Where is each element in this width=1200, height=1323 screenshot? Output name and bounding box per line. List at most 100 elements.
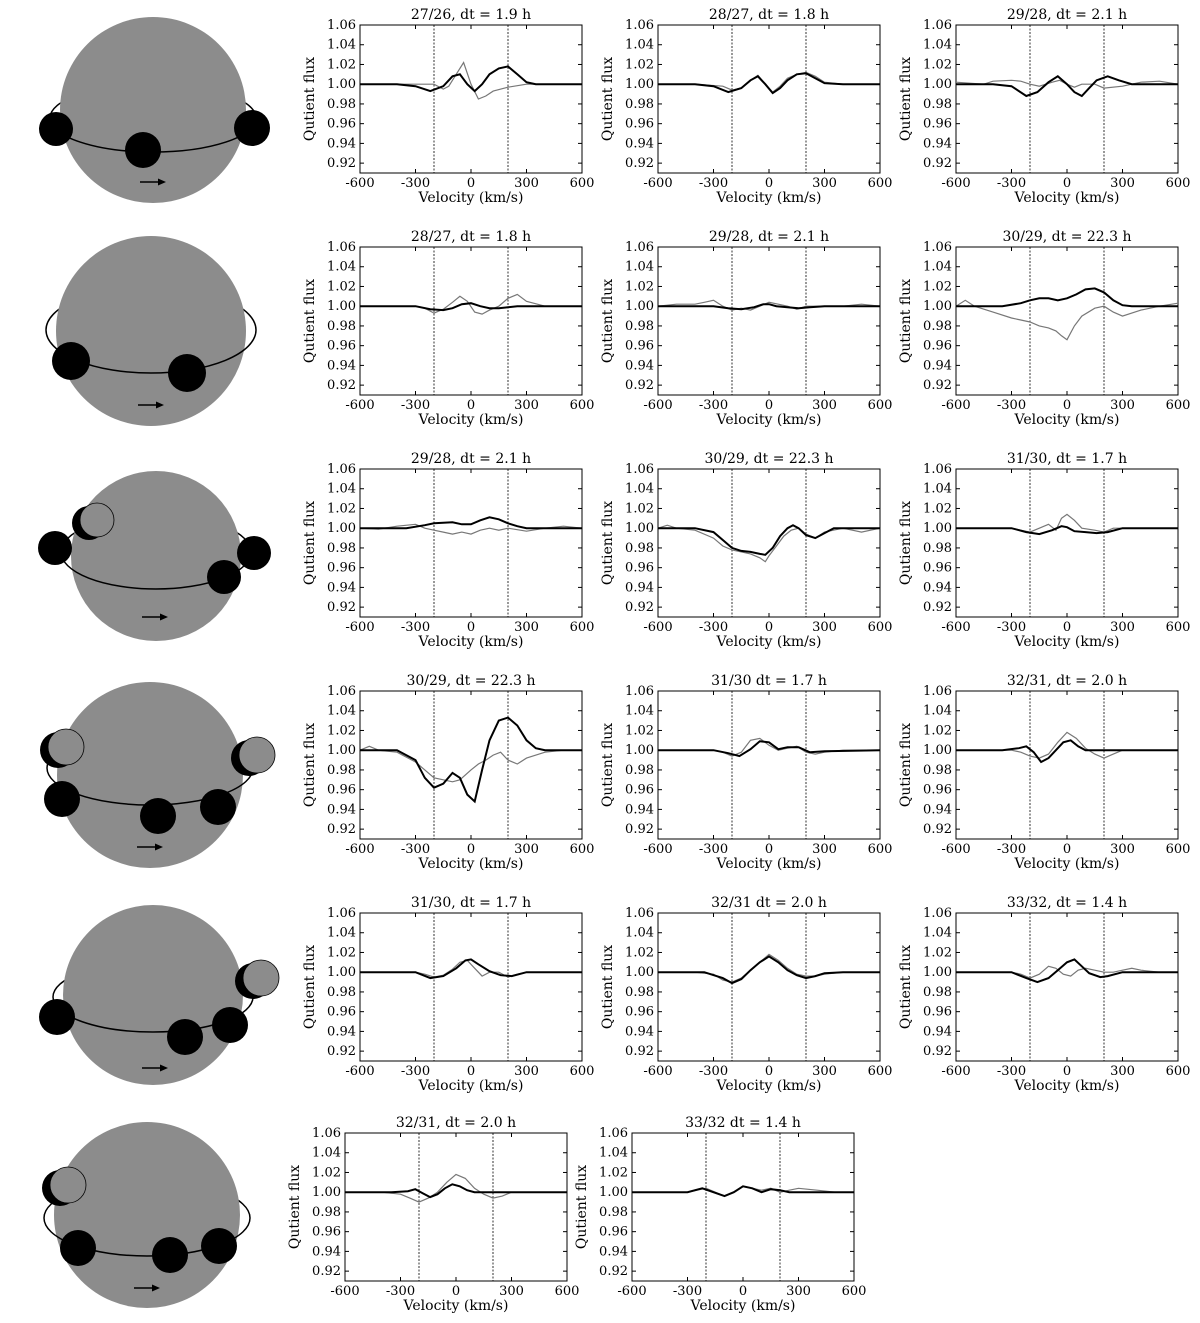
x-tick-label: 600 — [868, 842, 893, 857]
y-axis-label: Qutient flux — [898, 57, 914, 141]
y-tick-label: 1.04 — [327, 260, 356, 275]
y-tick-label: 0.98 — [923, 763, 952, 778]
y-tick-label: 0.96 — [327, 117, 356, 132]
observed-line — [359, 745, 582, 783]
y-tick-label: 0.98 — [327, 985, 356, 1000]
x-tick-label: 0 — [1063, 398, 1071, 413]
x-tick-label: 600 — [1166, 176, 1191, 191]
dark-spot — [44, 781, 80, 817]
plot-frame — [359, 912, 583, 1062]
x-tick-label: 600 — [570, 176, 595, 191]
y-tick-label: 0.92 — [327, 1044, 356, 1059]
y-tick-label: 0.98 — [327, 763, 356, 778]
x-axis-label: Velocity (km/s) — [716, 412, 822, 428]
y-axis-label: Qutient flux — [600, 501, 616, 585]
panel-title: 31/30 dt = 1.7 h — [711, 673, 827, 689]
x-tick-label: 300 — [514, 1064, 539, 1079]
plot-frame — [359, 24, 583, 174]
y-tick-label: 1.04 — [923, 482, 952, 497]
x-tick-label: -300 — [997, 398, 1026, 413]
y-tick-label: 0.96 — [327, 783, 356, 798]
y-axis-label: Qutient flux — [302, 279, 318, 363]
x-tick-label: 0 — [765, 398, 773, 413]
x-tick-label: 300 — [514, 176, 539, 191]
panel-4-2: 31/30 dt = 1.7 h -600 -300 0 300 600 1.06 1.04 1… — [600, 673, 892, 872]
panel-2-1: 28/27, dt = 1.8 h -600 -300 0 300 600 1.06 1.04… — [302, 229, 594, 428]
x-tick-label: -300 — [401, 620, 430, 635]
rotation-arrow-head — [155, 843, 163, 851]
y-tick-label: 1.02 — [923, 57, 952, 72]
x-tick-label: 0 — [467, 620, 475, 635]
panel-5-1: 31/30, dt = 1.7 h -600 -300 0 300 600 1.06 1.04… — [302, 895, 594, 1094]
x-tick-label: 300 — [812, 842, 837, 857]
y-tick-label: 0.92 — [625, 378, 654, 393]
y-tick-label: 1.04 — [327, 926, 356, 941]
plot-frame — [657, 246, 881, 396]
panel-4-3: 32/31, dt = 2.0 h -600 -300 0 300 600 1.06 1.04… — [898, 673, 1190, 872]
y-tick-label: 0.98 — [923, 985, 952, 1000]
y-tick-label: 1.06 — [312, 1126, 341, 1141]
observed-line — [360, 293, 582, 315]
y-tick-label: 0.96 — [599, 1225, 628, 1240]
x-axis-label: Velocity (km/s) — [716, 1078, 822, 1094]
x-tick-label: 300 — [812, 176, 837, 191]
y-tick-label: 1.00 — [327, 965, 356, 980]
y-tick-label: 1.06 — [599, 1126, 628, 1141]
plot-frame — [955, 690, 1179, 840]
observed-line — [956, 731, 1178, 759]
y-tick-label: 1.02 — [625, 501, 654, 516]
x-tick-label: -600 — [345, 398, 374, 413]
y-tick-label: 1.04 — [625, 260, 654, 275]
y-tick-label: 0.92 — [923, 822, 952, 837]
star-disk — [56, 236, 246, 426]
dark-spot — [201, 1228, 237, 1264]
model-line — [956, 958, 1178, 984]
x-tick-label: 0 — [467, 176, 475, 191]
y-tick-label: 0.94 — [312, 1244, 341, 1259]
y-axis-label: Qutient flux — [898, 279, 914, 363]
y-axis-label: Qutient flux — [898, 723, 914, 807]
plot-frame — [955, 246, 1179, 396]
y-tick-label: 1.06 — [327, 462, 356, 477]
y-tick-label: 0.94 — [625, 802, 654, 817]
plot-frame — [344, 1132, 568, 1282]
y-tick-label: 1.00 — [312, 1185, 341, 1200]
panel-3-1: 29/28, dt = 2.1 h -600 -300 0 300 600 1.06 1.04… — [302, 451, 594, 650]
x-tick-label: -600 — [643, 1064, 672, 1079]
y-tick-label: 0.94 — [625, 580, 654, 595]
x-tick-label: 600 — [570, 842, 595, 857]
y-tick-label: 1.06 — [923, 462, 952, 477]
y-tick-label: 1.00 — [923, 299, 952, 314]
dark-spot — [140, 798, 176, 834]
y-tick-label: 1.00 — [923, 965, 952, 980]
y-axis-label: Qutient flux — [302, 57, 318, 141]
x-tick-label: 0 — [1063, 842, 1071, 857]
star-disk — [71, 471, 241, 641]
y-tick-label: 0.98 — [923, 541, 952, 556]
y-tick-label: 0.94 — [923, 136, 952, 151]
x-tick-label: 300 — [499, 1284, 524, 1299]
y-axis-label: Qutient flux — [600, 723, 616, 807]
y-tick-label: 1.04 — [923, 704, 952, 719]
dark-spot — [168, 354, 206, 392]
y-tick-label: 1.04 — [625, 38, 654, 53]
y-tick-label: 1.06 — [923, 906, 952, 921]
x-tick-label: -300 — [386, 1284, 415, 1299]
x-tick-label: 300 — [812, 620, 837, 635]
observed-line — [658, 737, 880, 757]
y-tick-label: 1.04 — [625, 482, 654, 497]
y-tick-label: 0.98 — [327, 319, 356, 334]
y-tick-label: 0.92 — [327, 600, 356, 615]
plot-frame — [359, 246, 583, 396]
dark-spot — [39, 999, 75, 1035]
y-tick-label: 1.00 — [327, 743, 356, 758]
x-tick-label: -600 — [643, 398, 672, 413]
x-tick-label: 600 — [570, 1064, 595, 1079]
y-tick-label: 1.06 — [923, 18, 952, 33]
x-tick-label: 300 — [1110, 398, 1135, 413]
x-tick-label: -600 — [941, 1064, 970, 1079]
panel-title: 28/27, dt = 1.8 h — [709, 7, 829, 23]
y-tick-label: 0.92 — [625, 1044, 654, 1059]
y-tick-label: 1.04 — [327, 704, 356, 719]
